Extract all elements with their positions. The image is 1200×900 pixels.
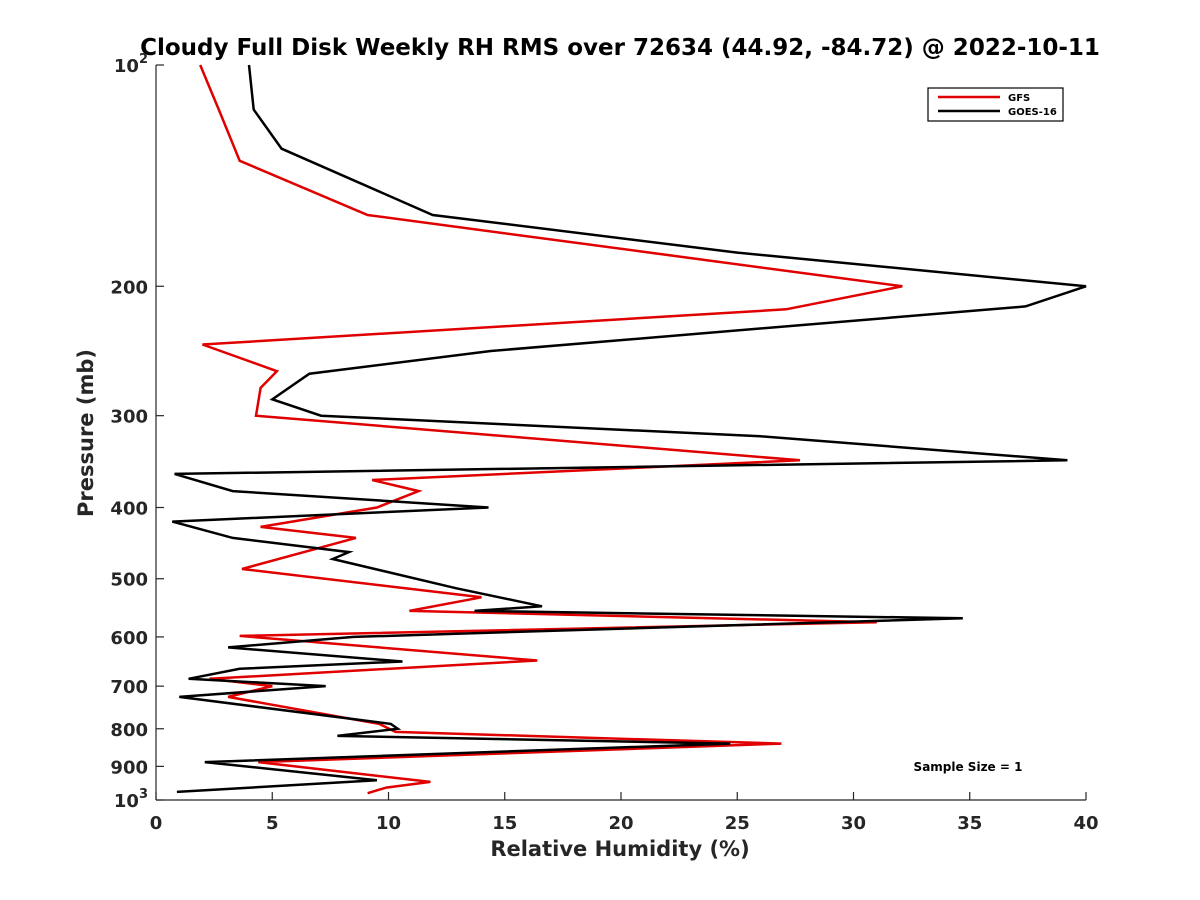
x-axis-label: Relative Humidity (%) (490, 837, 749, 861)
y-tick-label: 400 (110, 499, 148, 520)
y-axis-label: Pressure (mb) (74, 349, 98, 517)
y-tick-label: 102 (114, 52, 148, 77)
y-tick-label: 900 (110, 757, 148, 778)
axes: 0 5 10 15 20 25 30 35 40 102 200 300 400 500 600 700 800… (110, 52, 1098, 834)
x-tick-label: 20 (608, 813, 633, 834)
chart-title: Cloudy Full Disk Weekly RH RMS over 7263… (140, 35, 1100, 61)
legend: GFS GOES-16 (927, 87, 1064, 122)
legend-label-gfs: GFS (1008, 93, 1030, 104)
y-tick-label: 700 (110, 677, 148, 698)
y-tick-label: 600 (110, 628, 148, 649)
x-tick-label: 15 (492, 813, 517, 834)
x-tick-label: 35 (957, 813, 982, 834)
y-tick-label: 300 (110, 407, 148, 428)
y-tick-label: 200 (110, 277, 148, 298)
x-tick-label: 40 (1073, 813, 1098, 834)
y-tick-label: 103 (114, 787, 148, 812)
x-tick-label: 10 (376, 813, 401, 834)
legend-box (927, 87, 1064, 122)
x-tick-label: 5 (266, 813, 279, 834)
y-tick-label: 800 (110, 720, 148, 741)
y-tick-label: 500 (110, 570, 148, 591)
series-line-goes-16 (171, 64, 1087, 794)
x-tick-label: 30 (841, 813, 866, 834)
plot-area (171, 64, 1087, 795)
x-tick-label: 25 (725, 813, 750, 834)
legend-label-goes-16: GOES-16 (1008, 107, 1057, 118)
sample-size-annotation: Sample Size = 1 (914, 760, 1023, 774)
x-tick-label: 0 (150, 813, 163, 834)
